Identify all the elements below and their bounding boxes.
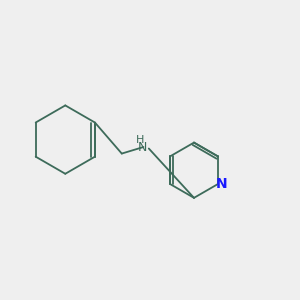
Text: H: H <box>135 136 144 146</box>
Text: N: N <box>138 140 147 154</box>
Text: N: N <box>216 177 227 191</box>
